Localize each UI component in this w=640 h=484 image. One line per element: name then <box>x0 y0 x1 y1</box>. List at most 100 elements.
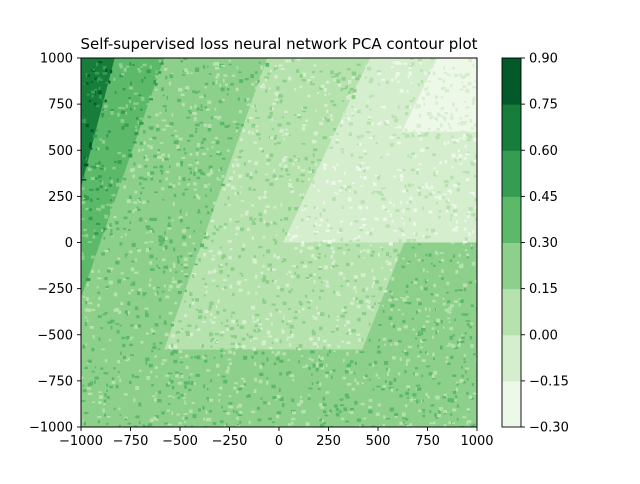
noise-speck <box>137 120 139 125</box>
noise-speck <box>221 174 225 178</box>
noise-speck <box>221 98 225 101</box>
noise-speck <box>228 256 232 260</box>
noise-speck <box>301 196 304 199</box>
noise-speck <box>398 227 402 230</box>
noise-speck <box>228 405 233 408</box>
noise-speck <box>214 225 216 229</box>
noise-speck <box>240 186 243 188</box>
noise-speck <box>193 230 196 233</box>
noise-speck <box>175 140 179 144</box>
noise-speck <box>440 320 443 324</box>
noise-speck <box>116 178 119 182</box>
noise-speck <box>318 296 321 300</box>
noise-speck <box>391 277 395 281</box>
noise-speck <box>235 233 238 236</box>
noise-speck <box>276 256 281 260</box>
noise-speck <box>97 315 102 318</box>
noise-speck <box>194 104 197 109</box>
noise-speck <box>474 80 477 83</box>
noise-speck <box>355 85 361 88</box>
noise-speck <box>185 381 189 385</box>
noise-speck <box>228 402 233 405</box>
noise-speck <box>181 156 186 159</box>
noise-speck <box>258 379 263 384</box>
noise-speck <box>221 322 223 325</box>
noise-speck <box>171 334 176 338</box>
noise-speck <box>196 355 201 360</box>
noise-speck <box>403 349 407 353</box>
noise-speck <box>82 176 86 179</box>
noise-speck <box>319 382 322 387</box>
noise-speck <box>223 410 228 413</box>
noise-speck <box>275 93 279 97</box>
noise-speck <box>459 137 463 140</box>
noise-speck <box>365 65 369 68</box>
noise-speck <box>412 183 414 186</box>
noise-speck <box>274 279 278 283</box>
noise-speck <box>197 90 201 93</box>
noise-speck <box>276 411 282 415</box>
noise-speck <box>139 121 144 125</box>
noise-speck <box>131 260 135 263</box>
noise-speck <box>409 58 414 60</box>
noise-speck <box>365 104 369 108</box>
noise-speck <box>175 374 180 378</box>
noise-speck <box>179 361 184 364</box>
noise-speck <box>415 232 418 236</box>
noise-speck <box>238 403 242 408</box>
noise-speck <box>382 424 385 427</box>
noise-speck <box>184 273 189 276</box>
noise-speck <box>313 224 316 228</box>
noise-speck <box>425 320 430 323</box>
noise-speck <box>271 279 276 283</box>
noise-speck <box>344 369 349 374</box>
noise-speck <box>450 113 453 118</box>
noise-speck <box>472 392 477 395</box>
noise-speck <box>177 98 181 103</box>
noise-speck <box>219 246 222 249</box>
noise-speck <box>408 67 412 69</box>
noise-speck <box>271 268 276 271</box>
noise-speck <box>398 239 402 243</box>
noise-speck <box>349 87 354 92</box>
noise-speck <box>270 107 274 110</box>
noise-speck <box>376 70 382 73</box>
noise-speck <box>211 239 214 243</box>
noise-speck <box>210 338 213 343</box>
noise-speck <box>341 205 344 209</box>
noise-speck <box>368 338 371 343</box>
noise-speck <box>231 74 236 77</box>
noise-speck <box>443 410 448 413</box>
noise-speck <box>394 342 399 346</box>
noise-speck <box>265 178 270 182</box>
noise-speck <box>329 146 333 149</box>
noise-speck <box>128 338 132 341</box>
noise-speck <box>415 103 417 106</box>
noise-speck <box>176 331 181 334</box>
noise-speck <box>130 168 134 173</box>
noise-speck <box>452 154 454 158</box>
noise-speck <box>195 373 200 377</box>
noise-speck <box>399 421 403 425</box>
noise-speck <box>287 233 290 236</box>
noise-speck <box>435 330 438 335</box>
noise-speck <box>461 81 463 84</box>
noise-speck <box>408 72 412 75</box>
noise-speck <box>421 374 424 378</box>
noise-speck <box>382 385 387 388</box>
noise-speck <box>209 155 212 157</box>
noise-speck <box>383 217 388 221</box>
noise-speck <box>362 376 367 379</box>
noise-speck <box>452 102 455 107</box>
noise-speck <box>440 277 444 280</box>
noise-speck <box>235 220 240 223</box>
noise-speck <box>124 416 128 420</box>
noise-speck <box>462 134 467 137</box>
noise-speck <box>453 141 457 144</box>
noise-speck <box>313 363 319 368</box>
noise-speck <box>348 332 352 335</box>
noise-speck <box>239 325 244 329</box>
noise-speck <box>85 343 87 346</box>
noise-speck <box>294 310 299 314</box>
noise-speck <box>466 421 469 425</box>
